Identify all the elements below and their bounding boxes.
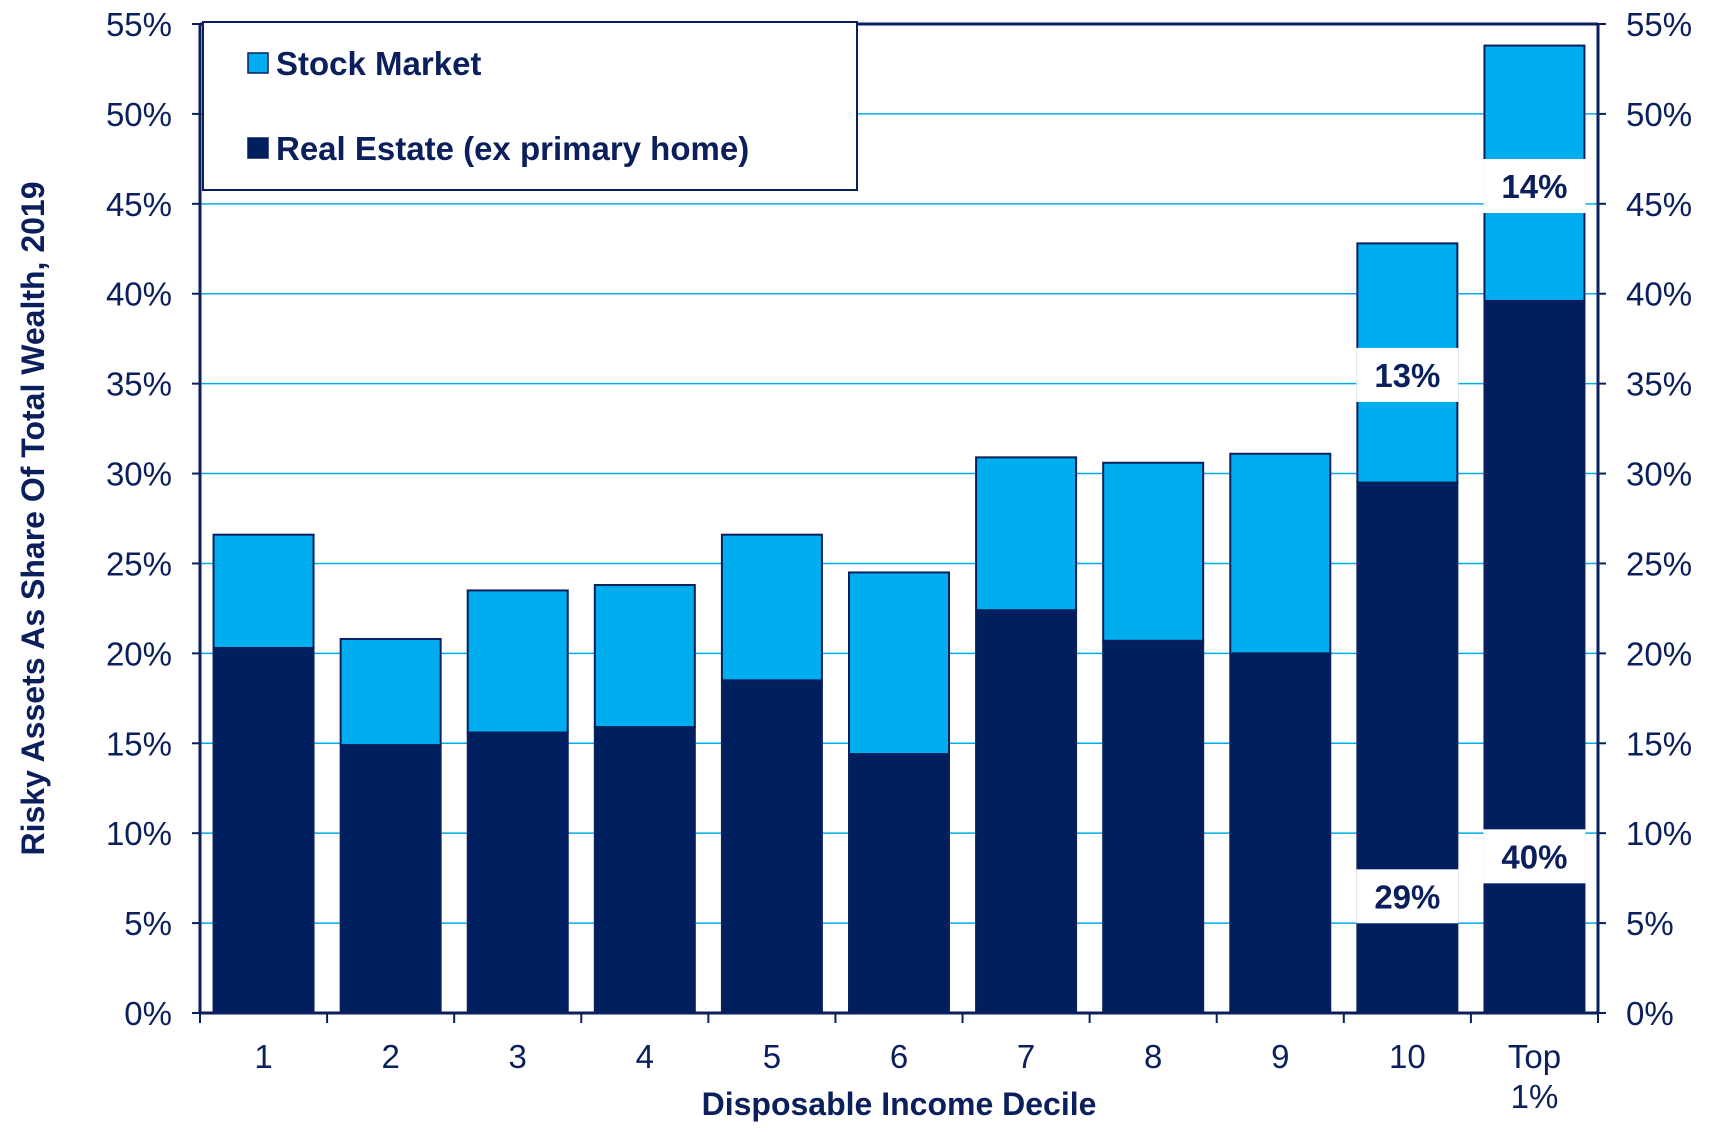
bar-real-estate (1356, 481, 1459, 1014)
y-tick-label-left: 5% (124, 905, 172, 942)
bar-stock-market (848, 571, 950, 756)
bar-stock-market (466, 589, 569, 734)
data-label: 14% (1501, 168, 1567, 205)
x-tick-label: 4 (636, 1038, 654, 1075)
bar-real-estate (848, 753, 950, 1014)
y-tick-label-left: 20% (106, 635, 172, 672)
y-tick-label-right: 30% (1626, 456, 1692, 493)
bar-real-estate (593, 726, 696, 1015)
bar-stock-market (975, 456, 1078, 612)
legend-label: Stock Market (276, 45, 481, 82)
y-tick-label-right: 0% (1626, 995, 1674, 1032)
x-tick-label: 1 (254, 1038, 272, 1075)
y-tick-label-left: 15% (106, 725, 172, 762)
x-axis-title: Disposable Income Decile (702, 1086, 1097, 1122)
y-tick-label-right: 40% (1626, 276, 1692, 313)
y-tick-label-left: 55% (106, 6, 172, 43)
y-tick-label-right: 25% (1626, 545, 1692, 582)
data-label-box (1483, 159, 1586, 214)
y-tick-label-left: 25% (106, 545, 172, 582)
y-tick-label-left: 45% (106, 186, 172, 223)
x-tick-label: 7 (1017, 1038, 1035, 1075)
y-tick-label-left: 35% (106, 366, 172, 403)
data-label-box (1356, 869, 1459, 924)
data-labels: 29% 13% 40% 14% (1356, 159, 1586, 924)
data-label: 29% (1374, 878, 1440, 915)
data-label-box (1483, 829, 1586, 884)
bar-stock-market (1102, 461, 1205, 642)
bar-stock-market (1229, 452, 1332, 655)
bar-real-estate (1483, 299, 1586, 1015)
legend: Stock Market Real Estate (ex primary home… (202, 21, 858, 191)
data-label: 40% (1501, 838, 1567, 875)
bar-real-estate (1229, 652, 1332, 1014)
bar-stock-market (339, 637, 442, 747)
y-tick-label-right: 35% (1626, 366, 1692, 403)
bar-real-estate (975, 609, 1078, 1014)
x-tick-label: Top 1% (1508, 1038, 1561, 1115)
axes: 0% 0%5% 5%10% 10%15% 15%20% 20%25% 25%30% 30%35… (106, 6, 1692, 1115)
legend-swatch (247, 137, 269, 159)
y-tick-label-right: 15% (1626, 725, 1692, 762)
y-tick-label-right: 45% (1626, 186, 1692, 223)
bars (212, 44, 1586, 1015)
legend-swatch (247, 52, 269, 74)
x-tick-label: 8 (1144, 1038, 1162, 1075)
y-tick-label-right: 20% (1626, 635, 1692, 672)
bar-real-estate (466, 731, 569, 1014)
x-tick-label: 2 (381, 1038, 399, 1075)
y-tick-label-left: 50% (106, 96, 172, 133)
x-tick-label: 10 (1389, 1038, 1426, 1075)
x-tick-label: 3 (509, 1038, 527, 1075)
bar-real-estate (720, 679, 823, 1014)
y-tick-label-right: 55% (1626, 6, 1692, 43)
bar-real-estate (1102, 639, 1205, 1014)
x-tick-label: 5 (763, 1038, 781, 1075)
bar-stock-market (212, 533, 315, 649)
legend-box (202, 21, 858, 191)
bar-real-estate (212, 646, 315, 1015)
bar-stock-market (593, 584, 696, 729)
y-tick-label-right: 10% (1626, 815, 1692, 852)
y-tick-label-left: 0% (124, 995, 172, 1032)
y-tick-label-left: 30% (106, 456, 172, 493)
y-tick-label-right: 50% (1626, 96, 1692, 133)
data-label: 13% (1374, 357, 1440, 394)
x-tick-label: 6 (890, 1038, 908, 1075)
y-tick-label-right: 5% (1626, 905, 1674, 942)
bar-real-estate (339, 744, 442, 1014)
y-axis-title: Risky Assets As Share Of Total Wealth, 2… (15, 181, 51, 855)
y-tick-label-left: 10% (106, 815, 172, 852)
x-tick-label: 9 (1271, 1038, 1289, 1075)
y-tick-label-left: 40% (106, 276, 172, 313)
legend-label: Real Estate (ex primary home) (276, 130, 749, 167)
bar-stock-market (720, 533, 823, 682)
data-label-box (1356, 347, 1459, 402)
